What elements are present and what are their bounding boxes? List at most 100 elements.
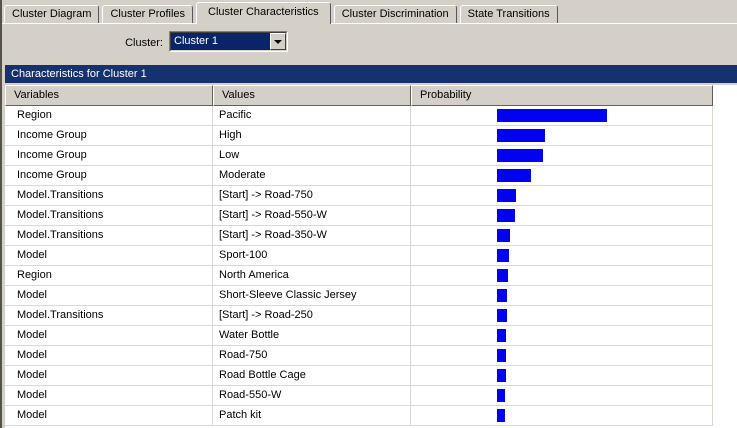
probability-cell — [411, 126, 713, 145]
characteristics-grid: Variables Values Probability Region Paci… — [5, 85, 737, 428]
cluster-dropdown-value: Cluster 1 — [171, 33, 270, 50]
table-row[interactable]: Model Sport-100 — [5, 246, 713, 266]
pane-left-border — [0, 0, 2, 428]
probability-cell — [411, 406, 713, 425]
grid-header-row: Variables Values Probability — [5, 85, 713, 106]
column-header-probability[interactable]: Probability — [411, 85, 713, 106]
variable-cell: Model — [5, 366, 213, 385]
probability-bar — [497, 249, 509, 262]
probability-bar — [497, 289, 507, 302]
table-row[interactable]: Income Group Low — [5, 146, 713, 166]
probability-bar — [497, 349, 506, 362]
table-row[interactable]: Income Group Moderate — [5, 166, 713, 186]
variable-cell: Income Group — [5, 166, 213, 185]
table-row[interactable]: Model.Transitions [Start] -> Road-550-W — [5, 206, 713, 226]
probability-bar — [497, 169, 531, 182]
value-cell: Sport-100 — [213, 246, 411, 265]
probability-bar — [497, 409, 505, 422]
variable-cell: Region — [5, 106, 213, 125]
variable-cell: Model.Transitions — [5, 186, 213, 205]
variable-cell: Income Group — [5, 146, 213, 165]
probability-cell — [411, 146, 713, 165]
value-cell: High — [213, 126, 411, 145]
probability-bar — [497, 329, 506, 342]
variable-cell: Model.Transitions — [5, 306, 213, 325]
value-cell: Low — [213, 146, 411, 165]
probability-cell — [411, 286, 713, 305]
variable-cell: Model — [5, 286, 213, 305]
probability-bar — [497, 149, 543, 162]
column-header-values[interactable]: Values — [213, 85, 411, 106]
probability-bar — [497, 189, 516, 202]
value-cell: Road Bottle Cage — [213, 366, 411, 385]
value-cell: Patch kit — [213, 406, 411, 425]
probability-cell — [411, 246, 713, 265]
tab-cluster-discrimination[interactable]: Cluster Discrimination — [333, 5, 457, 23]
table-row[interactable]: Model Water Bottle — [5, 326, 713, 346]
value-cell: [Start] -> Road-750 — [213, 186, 411, 205]
value-cell: [Start] -> Road-350-W — [213, 226, 411, 245]
table-row[interactable]: Model Road-750 — [5, 346, 713, 366]
cluster-dropdown[interactable]: Cluster 1 — [169, 31, 288, 52]
variable-cell: Model — [5, 246, 213, 265]
table-row[interactable]: Model Short-Sleeve Classic Jersey — [5, 286, 713, 306]
value-cell: Road-550-W — [213, 386, 411, 405]
probability-bar — [497, 109, 607, 122]
table-row[interactable]: Model Road-550-W — [5, 386, 713, 406]
probability-cell — [411, 386, 713, 405]
tab-cluster-characteristics[interactable]: Cluster Characteristics — [196, 2, 331, 24]
probability-cell — [411, 226, 713, 245]
column-header-variables[interactable]: Variables — [5, 85, 213, 106]
probability-cell — [411, 266, 713, 285]
grid-body: Region Pacific Income Group High Income … — [5, 106, 737, 426]
value-cell: [Start] -> Road-250 — [213, 306, 411, 325]
value-cell: [Start] -> Road-550-W — [213, 206, 411, 225]
value-cell: Road-750 — [213, 346, 411, 365]
value-cell: North America — [213, 266, 411, 285]
table-row[interactable]: Model.Transitions [Start] -> Road-750 — [5, 186, 713, 206]
probability-cell — [411, 106, 713, 125]
probability-bar — [497, 369, 506, 382]
chevron-down-icon — [274, 39, 282, 44]
probability-bar — [497, 269, 508, 282]
tab-state-transitions[interactable]: State Transitions — [459, 5, 558, 23]
value-cell: Pacific — [213, 106, 411, 125]
table-row[interactable]: Region North America — [5, 266, 713, 286]
variable-cell: Model — [5, 406, 213, 425]
probability-cell — [411, 166, 713, 185]
table-row[interactable]: Model Patch kit — [5, 406, 713, 426]
cluster-characteristics-page: Cluster: Cluster 1 Characteristics for C… — [2, 23, 737, 428]
table-row[interactable]: Model.Transitions [Start] -> Road-250 — [5, 306, 713, 326]
table-row[interactable]: Model Road Bottle Cage — [5, 366, 713, 386]
value-cell: Short-Sleeve Classic Jersey — [213, 286, 411, 305]
variable-cell: Region — [5, 266, 213, 285]
probability-cell — [411, 346, 713, 365]
tab-cluster-diagram[interactable]: Cluster Diagram — [4, 5, 100, 23]
dropdown-arrow-button[interactable] — [270, 33, 286, 50]
probability-cell — [411, 366, 713, 385]
value-cell: Water Bottle — [213, 326, 411, 345]
tab-strip: Cluster Diagram Cluster Profiles Cluster… — [2, 0, 737, 24]
variable-cell: Model.Transitions — [5, 206, 213, 225]
probability-cell — [411, 306, 713, 325]
variable-cell: Model.Transitions — [5, 226, 213, 245]
probability-cell — [411, 186, 713, 205]
probability-bar — [497, 209, 515, 222]
table-row[interactable]: Region Pacific — [5, 106, 713, 126]
variable-cell: Model — [5, 346, 213, 365]
probability-bar — [497, 229, 510, 242]
variable-cell: Income Group — [5, 126, 213, 145]
table-row[interactable]: Income Group High — [5, 126, 713, 146]
probability-bar — [497, 309, 507, 322]
probability-bar — [497, 129, 545, 142]
probability-cell — [411, 206, 713, 225]
section-header: Characteristics for Cluster 1 — [5, 65, 737, 83]
probability-cell — [411, 326, 713, 345]
cluster-dropdown-inner: Cluster 1 — [170, 32, 287, 51]
cluster-label: Cluster: — [125, 37, 163, 49]
table-row[interactable]: Model.Transitions [Start] -> Road-350-W — [5, 226, 713, 246]
tab-cluster-profiles[interactable]: Cluster Profiles — [102, 5, 194, 23]
variable-cell: Model — [5, 326, 213, 345]
variable-cell: Model — [5, 386, 213, 405]
probability-bar — [497, 389, 505, 402]
